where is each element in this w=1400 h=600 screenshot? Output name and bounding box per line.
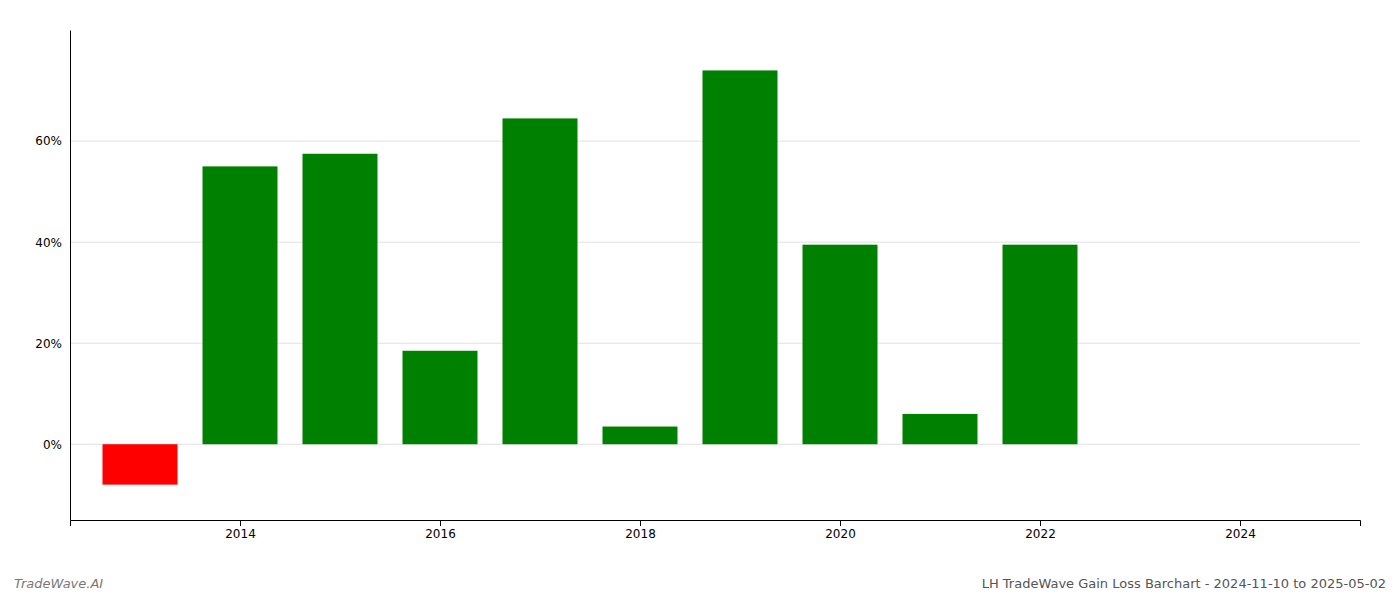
tick: 2016 xyxy=(425,520,456,541)
tick: 2024 xyxy=(1225,520,1256,541)
tick-label: 2014 xyxy=(225,527,256,541)
tick: 60% xyxy=(35,134,70,148)
bar xyxy=(603,427,678,445)
axis-line xyxy=(71,521,1361,527)
tick: 40% xyxy=(35,236,70,250)
plot: 2014 2016 2018 2020 2022 2024 0% 20% 40% 60% xyxy=(35,31,1360,541)
watermark: TradeWave.AI xyxy=(14,576,103,591)
tick: 2014 xyxy=(225,520,256,541)
bar xyxy=(703,70,778,444)
bar xyxy=(303,154,378,444)
tick-label: 20% xyxy=(35,337,62,351)
tick-label: 2018 xyxy=(625,527,656,541)
bar xyxy=(203,166,278,444)
bar xyxy=(403,351,478,444)
tick-label: 40% xyxy=(35,236,62,250)
tick-mark xyxy=(240,520,241,526)
tick-mark xyxy=(440,520,441,526)
tick-label: 60% xyxy=(35,134,62,148)
tick-mark xyxy=(840,520,841,526)
bar xyxy=(503,118,578,444)
x-axis: 2014 2016 2018 2020 2022 2024 xyxy=(71,520,1361,541)
bar xyxy=(103,444,178,484)
tick-label: 2020 xyxy=(825,527,856,541)
axis-line xyxy=(70,31,71,521)
tick: 0% xyxy=(43,438,70,452)
bar xyxy=(903,414,978,444)
tick-mark xyxy=(640,520,641,526)
tick: 2022 xyxy=(1025,520,1056,541)
bars xyxy=(103,70,1078,484)
tick: 20% xyxy=(35,337,70,351)
tick-mark xyxy=(1040,520,1041,526)
tick-mark xyxy=(1240,520,1241,526)
bar xyxy=(1003,245,1078,445)
y-axis: 0% 20% 40% 60% xyxy=(35,31,70,521)
bar xyxy=(1103,444,1178,445)
tick-label: 0% xyxy=(43,438,62,452)
tick: 2018 xyxy=(625,520,656,541)
chart: 2014 2016 2018 2020 2022 2024 0% 20% 40% 60% LH Tr… xyxy=(0,0,1400,600)
tick-label: 2016 xyxy=(425,527,456,541)
tick: 2020 xyxy=(825,520,856,541)
bar xyxy=(803,245,878,445)
tick-label: 2022 xyxy=(1025,527,1056,541)
title: LH TradeWave Gain Loss Barchart - 2024-1… xyxy=(982,576,1386,591)
tick-label: 2024 xyxy=(1225,527,1256,541)
